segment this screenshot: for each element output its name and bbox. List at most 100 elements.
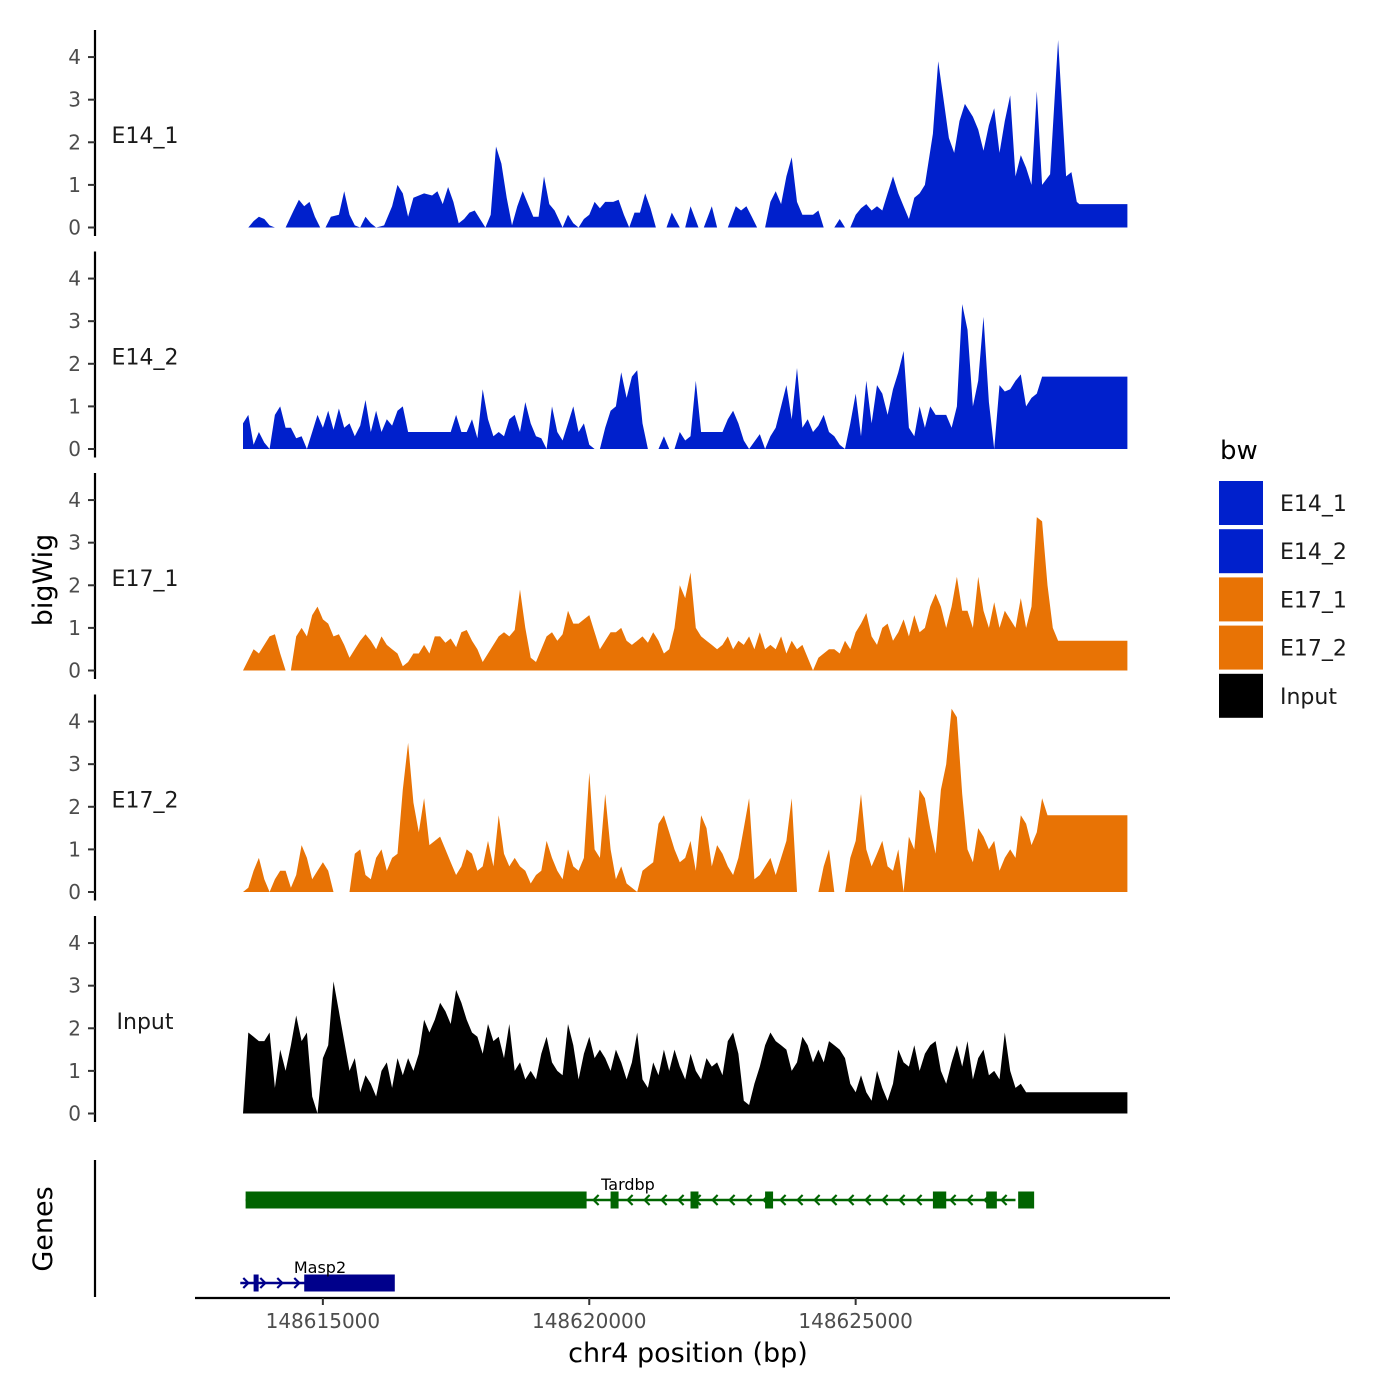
signal-area bbox=[248, 40, 1128, 228]
y-tick-label: 2 bbox=[68, 573, 81, 597]
gene-exon bbox=[304, 1274, 395, 1292]
y-tick-label: 1 bbox=[68, 173, 81, 197]
legend-label: E17_1 bbox=[1280, 588, 1347, 613]
legend-item-e14-2: E14_2 bbox=[1219, 529, 1347, 574]
strand-arrow bbox=[626, 1194, 634, 1206]
y-tick-label: 1 bbox=[68, 1059, 81, 1083]
y-tick-label: 1 bbox=[68, 616, 81, 640]
y-tick-label: 2 bbox=[68, 1016, 81, 1040]
track-label: E17_1 bbox=[112, 567, 179, 592]
strand-arrow bbox=[881, 1194, 889, 1206]
y-tick-label: 0 bbox=[68, 437, 81, 461]
strand-arrow bbox=[259, 1277, 267, 1289]
y-tick-label: 3 bbox=[68, 88, 81, 112]
strand-arrow bbox=[830, 1194, 838, 1206]
track-e14-1: 0 1 2 3 4 E14_1 bbox=[68, 30, 1128, 240]
legend-label: E14_1 bbox=[1280, 492, 1347, 517]
strand-arrow bbox=[677, 1194, 685, 1206]
gene-exon bbox=[253, 1274, 259, 1292]
strand-arrow bbox=[779, 1194, 787, 1206]
gene-exon bbox=[1018, 1191, 1035, 1209]
legend: bw E14_1 E14_2 E17_1 E17_2 Input bbox=[1219, 436, 1347, 718]
signal-area bbox=[243, 517, 1128, 671]
strand-arrow bbox=[728, 1194, 736, 1206]
y-tick-label: 3 bbox=[68, 309, 81, 333]
genes-axis-title: Genes bbox=[28, 1186, 59, 1271]
legend-swatch bbox=[1219, 481, 1263, 525]
y-tick-label: 4 bbox=[68, 488, 81, 512]
track-label: E14_2 bbox=[112, 346, 179, 371]
gene-exon bbox=[610, 1191, 619, 1209]
legend-label: Input bbox=[1280, 685, 1337, 710]
strand-arrow bbox=[276, 1277, 284, 1289]
legend-label: E14_2 bbox=[1280, 540, 1347, 565]
y-tick-label: 4 bbox=[68, 931, 81, 955]
track-label: E17_2 bbox=[112, 789, 179, 814]
y-tick-label: 4 bbox=[68, 267, 81, 291]
y-tick-label: 2 bbox=[68, 352, 81, 376]
x-tick-label: 148625000 bbox=[798, 1309, 913, 1333]
y-tick-label: 4 bbox=[68, 710, 81, 734]
track-e17-2: 0 1 2 3 4 E17_2 bbox=[68, 694, 1128, 904]
gene-exon bbox=[245, 1191, 587, 1209]
y-tick-label: 0 bbox=[68, 216, 81, 240]
strand-arrow bbox=[745, 1194, 753, 1206]
strand-arrow bbox=[915, 1194, 923, 1206]
gene-label: Tardbp bbox=[600, 1175, 655, 1194]
strand-arrow bbox=[898, 1194, 906, 1206]
strand-arrow bbox=[847, 1194, 855, 1206]
strand-arrow bbox=[864, 1194, 872, 1206]
legend-swatch bbox=[1219, 529, 1263, 574]
track-label: E14_1 bbox=[112, 124, 179, 149]
legend-title: bw bbox=[1220, 436, 1258, 466]
y-tick-label: 0 bbox=[68, 659, 81, 683]
legend-item-e17-1: E17_1 bbox=[1219, 577, 1347, 622]
legend-item-input: Input bbox=[1219, 673, 1337, 718]
x-tick-label: 148615000 bbox=[266, 1309, 381, 1333]
signal-tracks: 0 1 2 3 4 E14_1 0 1 2 3 4 E14_2 0 1 2 3 4 E17_1 0 1 2 3 4 E17_2… bbox=[68, 30, 1128, 1126]
strand-arrow bbox=[1000, 1194, 1008, 1206]
signal-area bbox=[243, 981, 1128, 1114]
y-tick-label: 3 bbox=[68, 752, 81, 776]
y-tick-label: 1 bbox=[68, 837, 81, 861]
x-axis: 148615000 148620000 148625000 bbox=[195, 1296, 1170, 1333]
strand-arrow bbox=[242, 1277, 250, 1289]
legend-item-e14-1: E14_1 bbox=[1219, 481, 1347, 525]
y-axis-title: bigWig bbox=[28, 534, 59, 627]
gene-label: Masp2 bbox=[294, 1258, 346, 1277]
strand-arrow bbox=[711, 1194, 719, 1206]
gene-exon bbox=[932, 1191, 947, 1209]
y-tick-label: 3 bbox=[68, 531, 81, 555]
strand-arrow bbox=[660, 1194, 668, 1206]
gene-tardbp: Tardbp bbox=[245, 1175, 1035, 1209]
gene-exon bbox=[765, 1191, 774, 1209]
strand-arrow bbox=[966, 1194, 974, 1206]
gene-masp2: Masp2 bbox=[240, 1258, 395, 1292]
legend-label: E17_2 bbox=[1280, 637, 1347, 662]
y-tick-label: 0 bbox=[68, 1102, 81, 1126]
legend-swatch bbox=[1219, 673, 1263, 718]
signal-area bbox=[243, 708, 1128, 892]
y-tick-label: 2 bbox=[68, 795, 81, 819]
signal-area bbox=[243, 304, 1128, 449]
track-e17-1: 0 1 2 3 4 E17_1 bbox=[68, 473, 1128, 683]
y-tick-label: 4 bbox=[68, 45, 81, 69]
gene-track: Tardbp Masp2 bbox=[93, 1160, 1035, 1297]
strand-arrow bbox=[796, 1194, 804, 1206]
track-e14-2: 0 1 2 3 4 E14_2 bbox=[68, 251, 1128, 461]
legend-swatch bbox=[1219, 625, 1263, 670]
x-axis-title: chr4 position (bp) bbox=[568, 1338, 808, 1369]
strand-arrow bbox=[813, 1194, 821, 1206]
y-tick-label: 3 bbox=[68, 974, 81, 998]
y-tick-label: 0 bbox=[68, 880, 81, 904]
strand-arrow bbox=[643, 1194, 651, 1206]
y-tick-label: 2 bbox=[68, 130, 81, 154]
strand-arrow bbox=[949, 1194, 957, 1206]
track-label: Input bbox=[117, 1010, 174, 1035]
gene-exon bbox=[986, 1191, 997, 1209]
strand-arrow bbox=[293, 1277, 301, 1289]
legend-item-e17-2: E17_2 bbox=[1219, 625, 1347, 670]
track-input: 0 1 2 3 4 Input bbox=[68, 916, 1128, 1126]
legend-swatch bbox=[1219, 577, 1263, 622]
